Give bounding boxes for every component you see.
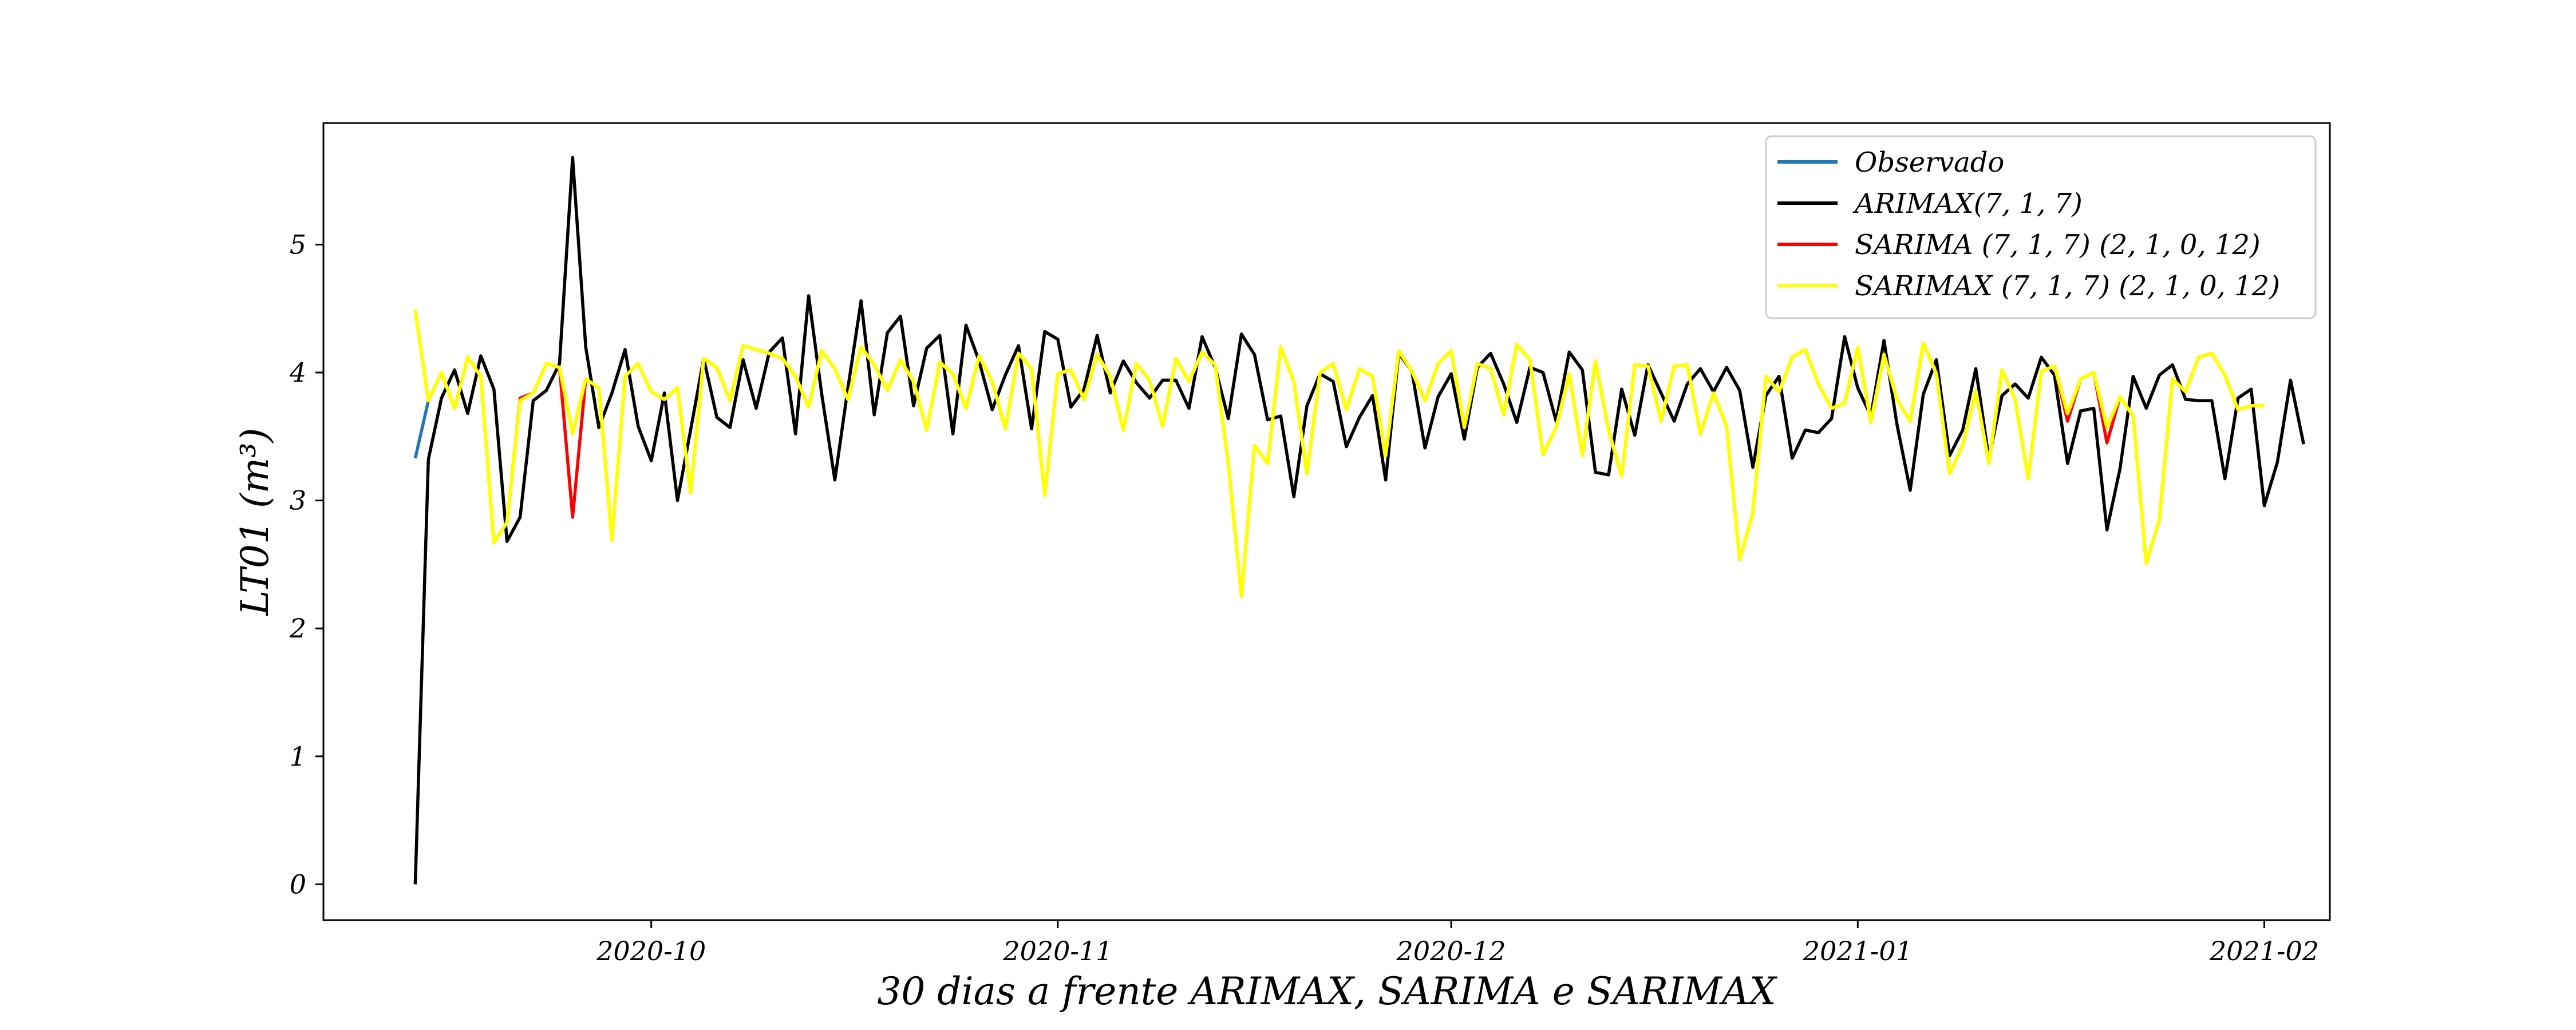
legend-label: SARIMA (7, 1, 7) (2, 1, 0, 12) [1855,229,2261,261]
x-tick-label: 2020-12 [1396,936,1506,966]
y-tick-label: 0 [290,869,306,900]
x-tick-label: 2021-01 [1803,936,1913,966]
x-tick-label: 2021-02 [2209,936,2319,966]
series-line-3 [413,309,2265,599]
y-axis-title: LT01 (m³) [233,428,277,616]
y-tick-label: 5 [290,229,306,260]
legend: Observado ARIMAX(7, 1, 7) SARIMA (7, 1, 7)… [1765,135,2317,319]
series-layer [413,156,2305,885]
y-tick-label: 2 [289,613,306,644]
y-tick-label: 3 [290,485,306,516]
ticks-layer: 2020-10 2020-11 2020-12 2021-01 2021-02 0 1 2 3 4… [289,229,2319,966]
legend-label: Observado [1855,146,2004,179]
legend-label: SARIMAX (7, 1, 7) (2, 1, 0, 12) [1855,270,2280,302]
plot-frame [322,122,2331,921]
x-axis-title: 30 dias a frente ARIMAX, SARIMA e SARIMA… [877,969,1777,1013]
y-tick-label: 4 [289,357,306,388]
legend-label: ARIMAX(7, 1, 7) [1852,188,2083,220]
x-tick-label: 2020-11 [1002,936,1112,966]
legend-box [1765,135,2317,319]
x-tick-label: 2020-10 [596,936,706,966]
y-tick-label: 1 [290,741,306,772]
